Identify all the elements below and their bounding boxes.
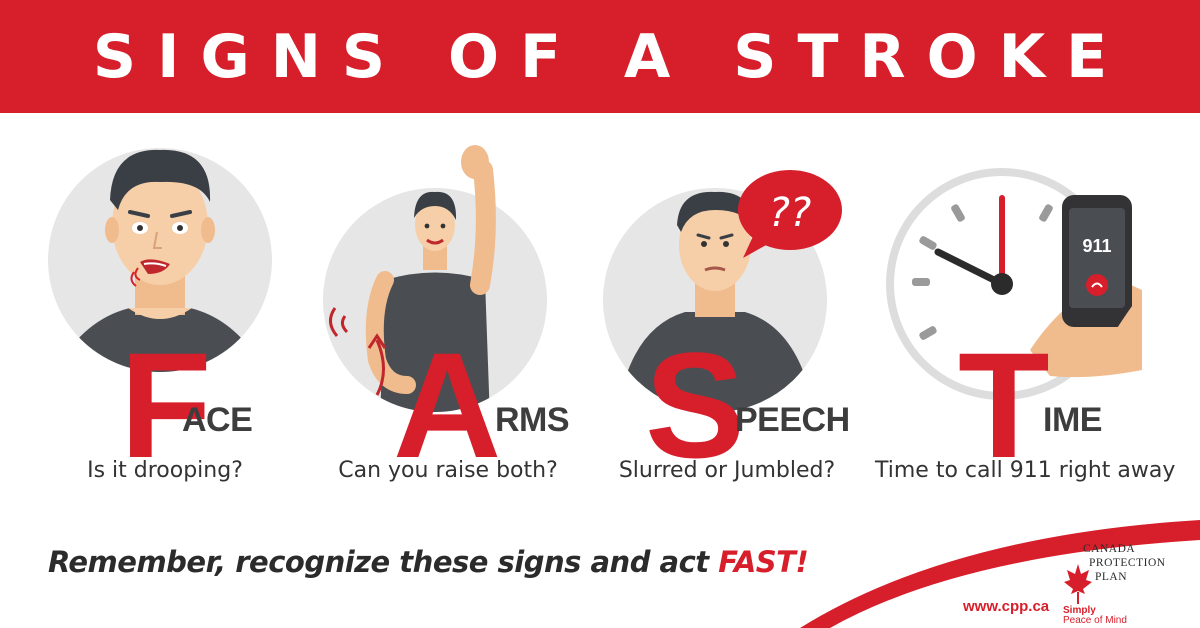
face-illustration [48, 148, 272, 372]
caption-time: Time to call 911 right away [875, 458, 1176, 483]
caption-speech: Slurred or Jumbled? [618, 458, 836, 483]
caption-face: Is it drooping? [87, 458, 243, 483]
letter-f: F [120, 321, 212, 489]
letter-s: S [645, 321, 745, 489]
word-face-rest: ACE [182, 401, 253, 439]
caption-arms: Can you raise both? [338, 458, 558, 483]
panel-arms: A RMS Can you raise both? [315, 140, 585, 500]
title-banner: SIGNS OF A STROKE [0, 0, 1200, 113]
logo-tagline-2: Peace of Mind [1063, 615, 1127, 626]
page-title: SIGNS OF A STROKE [92, 21, 1129, 92]
word-arms-rest: RMS [495, 401, 570, 439]
tagline-accent: FAST! [718, 545, 809, 579]
clock-illustration: 911 [886, 168, 1142, 400]
word-time-rest: IME [1043, 401, 1102, 439]
logo-tagline-1: Simply [1063, 605, 1096, 616]
panel-face: F ACE Is it drooping? [40, 140, 310, 500]
cpp-logo: Canada Protection Plan Simply Peace of M… [1063, 542, 1193, 626]
maple-leaf-icon [1064, 564, 1092, 604]
logo-line-2: Protection [1089, 557, 1166, 569]
speech-bubble-text: ?? [769, 190, 811, 236]
word-speech-rest: PEECH [735, 401, 850, 439]
arms-illustration [323, 145, 547, 412]
logo-line-3: Plan [1095, 571, 1128, 583]
tagline: Remember, recognize these signs and act … [48, 545, 809, 579]
logo-line-1: Canada [1083, 543, 1136, 555]
logo-wordmark: Canada Protection Plan [1083, 542, 1166, 584]
website-link[interactable]: www.cpp.ca [963, 598, 1050, 615]
tagline-text: Remember, recognize these signs and act [48, 545, 719, 579]
phone-number-text: 911 [1082, 236, 1111, 256]
letter-a: A [393, 321, 501, 489]
speech-illustration: ?? [603, 170, 842, 412]
panel-time: 911 T IME Time to call 911 right away [875, 140, 1175, 500]
letter-t: T [958, 321, 1050, 489]
panel-speech: ?? S PEECH Slurred or Jumbled? [595, 140, 865, 500]
